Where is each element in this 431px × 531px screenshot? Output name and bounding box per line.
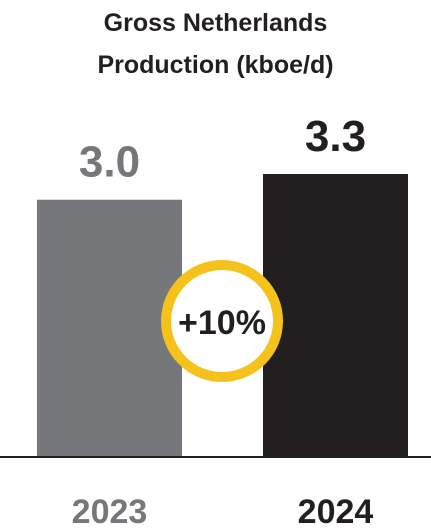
value-label-2024: 3.3 — [305, 112, 366, 161]
value-label-2023: 3.0 — [79, 138, 140, 187]
category-label-2024: 2024 — [298, 493, 374, 531]
bar-2023 — [37, 199, 182, 457]
chart-title-line-2: Production (kboe/d) — [97, 51, 333, 79]
chart-title-line-1: Gross Netherlands — [104, 9, 328, 37]
growth-badge-text: +10% — [178, 304, 266, 342]
growth-badge: +10% — [161, 260, 283, 382]
bar-2024 — [263, 174, 408, 457]
growth-badge-circle — [161, 260, 283, 382]
category-label-2023: 2023 — [72, 493, 148, 531]
